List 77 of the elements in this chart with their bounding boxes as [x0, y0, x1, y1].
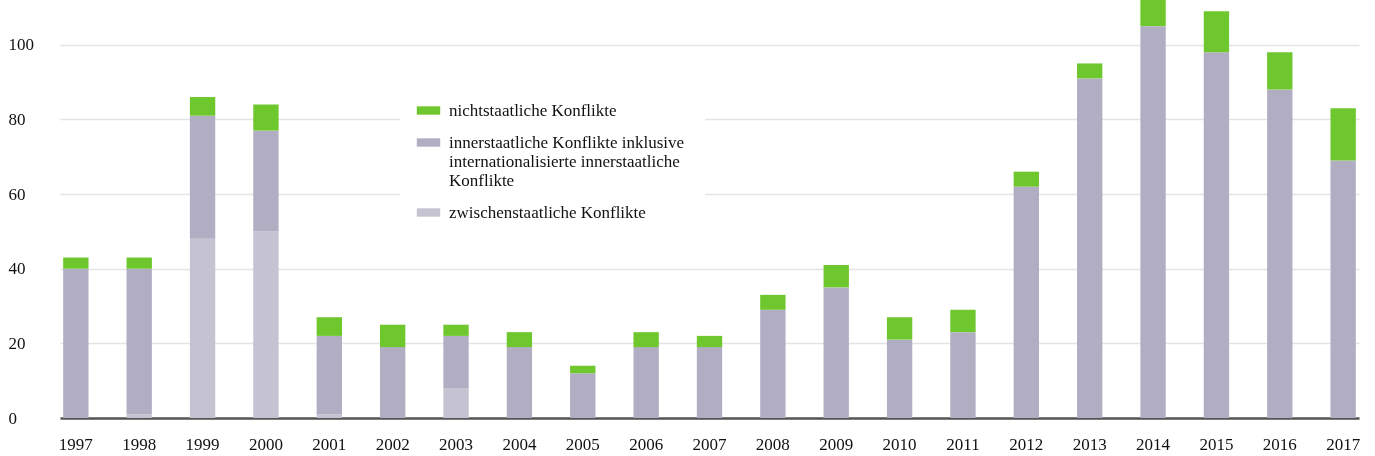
- bar: [316, 335, 342, 415]
- x-tick-label: 2017: [1326, 434, 1361, 454]
- bar: [1330, 108, 1356, 161]
- bar: [506, 347, 533, 418]
- bar: [1077, 63, 1103, 79]
- x-tick-label: 2016: [1262, 434, 1297, 454]
- bar: [316, 317, 342, 336]
- x-tick-label: 2008: [755, 434, 790, 454]
- bar: [1203, 11, 1230, 53]
- legend-label: innerstaatliche Konflikte inklusive internationalisierte innerstaatliche Konflikte: [449, 132, 685, 190]
- x-tick-label: 2001: [312, 434, 347, 454]
- x-tick-label: 2003: [439, 434, 474, 454]
- bar: [633, 347, 659, 418]
- bar: [823, 264, 849, 288]
- bar: [253, 231, 279, 418]
- bar: [696, 347, 723, 418]
- y-tick-label: 60: [8, 184, 26, 204]
- bar: [570, 365, 596, 374]
- bar: [760, 294, 786, 310]
- bar: [189, 238, 216, 418]
- bar: [1267, 52, 1293, 90]
- bar: [189, 97, 216, 116]
- bar: [1140, 0, 1166, 27]
- bar: [380, 347, 406, 418]
- x-tick-label: 1997: [58, 434, 94, 454]
- bar: [63, 257, 89, 269]
- bar: [126, 414, 152, 418]
- y-tick-label: 0: [8, 408, 17, 428]
- bar: [126, 257, 152, 269]
- x-tick-label: 2015: [1199, 434, 1234, 454]
- y-tick-label: 100: [8, 35, 34, 55]
- x-tick-label: 2005: [565, 434, 600, 454]
- y-tick-label: 80: [8, 109, 26, 129]
- bar: [443, 388, 469, 418]
- x-tick-label: 2012: [1009, 434, 1044, 454]
- bar: [253, 130, 279, 232]
- x-tick-label: 2011: [946, 434, 980, 454]
- x-tick-label: 2013: [1072, 434, 1107, 454]
- bar: [823, 287, 849, 418]
- x-tick-label: 2010: [882, 434, 917, 454]
- bar: [506, 332, 533, 348]
- bar: [253, 104, 279, 131]
- bar: [1013, 186, 1039, 418]
- bar: [760, 309, 786, 418]
- bar: [1330, 160, 1356, 418]
- legend-label: nichtstaatliche Konflikte: [449, 100, 617, 120]
- x-tick-label: 2006: [629, 434, 664, 454]
- bar: [886, 317, 913, 340]
- bar: [189, 115, 216, 239]
- bar: [126, 268, 152, 415]
- x-tick-label: 1998: [122, 434, 157, 454]
- x-tick-label: 2009: [819, 434, 854, 454]
- x-tick-label: 2000: [248, 434, 283, 454]
- bar: [886, 339, 913, 418]
- bar: [696, 335, 723, 348]
- bar: [1140, 26, 1166, 418]
- bar: [316, 414, 342, 418]
- x-tick-label: 1999: [185, 434, 220, 454]
- bar: [633, 332, 659, 348]
- y-tick-label: 20: [8, 333, 26, 353]
- x-tick-label: 2007: [692, 434, 727, 454]
- bar: [443, 335, 469, 389]
- bar: [950, 309, 976, 333]
- bar: [1267, 89, 1293, 418]
- bar: [63, 268, 89, 418]
- legend-label: zwischenstaatliche Konflikte: [449, 202, 646, 222]
- x-tick-label: 2004: [502, 434, 537, 454]
- y-tick-label: 40: [8, 259, 26, 279]
- bar: [950, 332, 976, 418]
- bar: [380, 324, 406, 348]
- bar: [1077, 78, 1103, 418]
- bar: [1203, 52, 1230, 418]
- x-tick-label: 2014: [1136, 434, 1171, 454]
- bar: [1013, 171, 1039, 187]
- bar: [443, 324, 469, 336]
- x-tick-label: 2002: [375, 434, 410, 454]
- bar: [570, 373, 596, 418]
